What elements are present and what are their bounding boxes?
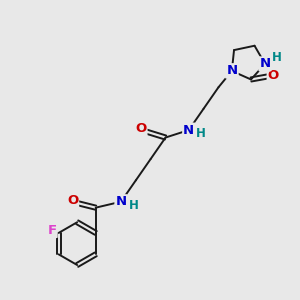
Text: N: N xyxy=(260,57,271,70)
Text: N: N xyxy=(116,195,127,208)
Text: N: N xyxy=(226,64,237,77)
Text: O: O xyxy=(268,68,279,82)
Text: H: H xyxy=(272,51,281,64)
Text: N: N xyxy=(226,64,237,77)
Text: N: N xyxy=(183,124,194,136)
Text: H: H xyxy=(196,127,206,140)
Text: O: O xyxy=(67,194,78,207)
Text: F: F xyxy=(47,224,57,237)
Text: H: H xyxy=(128,199,138,212)
Text: O: O xyxy=(135,122,146,135)
